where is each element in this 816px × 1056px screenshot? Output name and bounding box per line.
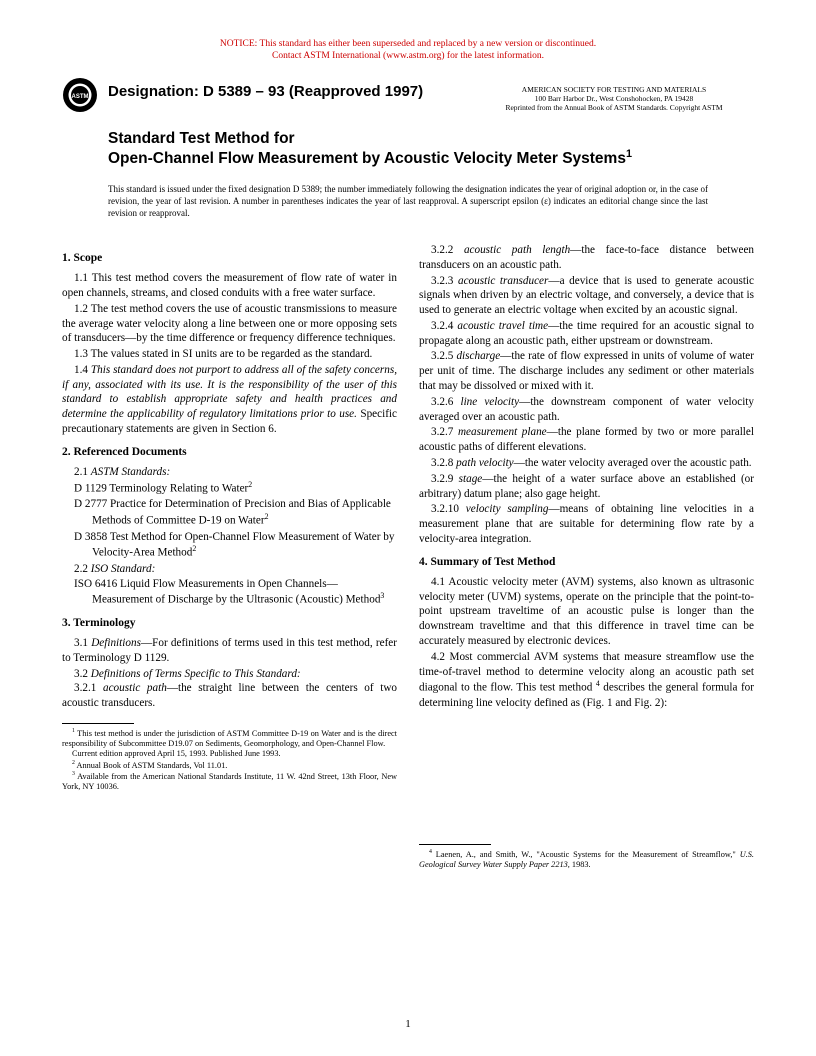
left-column: 1. Scope 1.1 This test method covers the… bbox=[62, 243, 397, 870]
footnote-separator-right bbox=[419, 844, 491, 845]
para-3-2: 3.2 Definitions of Terms Specific to Thi… bbox=[62, 667, 397, 682]
title-pre: Standard Test Method for bbox=[108, 129, 754, 148]
para-1-3: 1.3 The values stated in SI units are to… bbox=[62, 347, 397, 362]
para-3-2-5: 3.2.5 discharge—the rate of flow express… bbox=[419, 349, 754, 393]
right-column: 3.2.2 acoustic path length—the face-to-f… bbox=[419, 243, 754, 870]
para-2-2: 2.2 ISO Standard: bbox=[62, 562, 397, 577]
para-4-1: 4.1 Acoustic velocity meter (AVM) system… bbox=[419, 575, 754, 649]
para-2-1: 2.1 ASTM Standards: bbox=[62, 465, 397, 480]
para-3-2-4: 3.2.4 acoustic travel time—the time requ… bbox=[419, 319, 754, 349]
para-1-4: 1.4 This standard does not purport to ad… bbox=[62, 363, 397, 437]
society-addr: 100 Barr Harbor Dr., West Conshohocken, … bbox=[474, 94, 754, 103]
society-block: AMERICAN SOCIETY FOR TESTING AND MATERIA… bbox=[474, 77, 754, 112]
ref-d1129: D 1129 Terminology Relating to Water2 bbox=[62, 480, 397, 497]
section-2-head: 2. Referenced Documents bbox=[62, 445, 397, 460]
svg-text:ASTM: ASTM bbox=[72, 94, 89, 100]
ref-iso6416: ISO 6416 Liquid Flow Measurements in Ope… bbox=[62, 577, 397, 608]
para-3-1: 3.1 Definitions—For definitions of terms… bbox=[62, 636, 397, 666]
header-row: ASTM Designation: D 5389 – 93 (Reapprove… bbox=[62, 77, 754, 113]
footnote-1: 1 This test method is under the jurisdic… bbox=[62, 728, 397, 749]
designation-block: Designation: D 5389 – 93 (Reapproved 199… bbox=[108, 77, 464, 100]
ref-d2777: D 2777 Practice for Determination of Pre… bbox=[62, 497, 397, 528]
para-1-1: 1.1 This test method covers the measurem… bbox=[62, 271, 397, 301]
designation-text: Designation: D 5389 – 93 (Reapproved 199… bbox=[108, 77, 464, 100]
body-columns: 1. Scope 1.1 This test method covers the… bbox=[62, 243, 754, 870]
para-3-2-7: 3.2.7 measurement plane—the plane formed… bbox=[419, 425, 754, 455]
title-main: Open-Channel Flow Measurement by Acousti… bbox=[108, 148, 754, 169]
footnote-separator bbox=[62, 723, 134, 724]
para-1-2: 1.2 The test method covers the use of ac… bbox=[62, 302, 397, 346]
para-3-2-2: 3.2.2 acoustic path length—the face-to-f… bbox=[419, 243, 754, 273]
section-3-head: 3. Terminology bbox=[62, 616, 397, 631]
issued-note: This standard is issued under the fixed … bbox=[108, 183, 708, 219]
section-1-head: 1. Scope bbox=[62, 251, 397, 266]
society-name: AMERICAN SOCIETY FOR TESTING AND MATERIA… bbox=[474, 85, 754, 94]
ref-d3858: D 3858 Test Method for Open-Channel Flow… bbox=[62, 530, 397, 561]
para-3-2-6: 3.2.6 line velocity—the downstream compo… bbox=[419, 395, 754, 425]
section-4-head: 4. Summary of Test Method bbox=[419, 555, 754, 570]
astm-logo-icon: ASTM bbox=[62, 77, 98, 113]
para-3-2-8: 3.2.8 path velocity—the water velocity a… bbox=[419, 456, 754, 471]
footnote-4: 4 Laenen, A., and Smith, W., "Acoustic S… bbox=[419, 849, 754, 870]
footnote-2: 2 Annual Book of ASTM Standards, Vol 11.… bbox=[62, 760, 397, 771]
society-reprint: Reprinted from the Annual Book of ASTM S… bbox=[474, 103, 754, 112]
footnote-3: 3 Available from the American National S… bbox=[62, 771, 397, 792]
para-3-2-3: 3.2.3 acoustic transducer—a device that … bbox=[419, 274, 754, 318]
page-number: 1 bbox=[0, 1018, 816, 1030]
footnote-1b: Current edition approved April 15, 1993.… bbox=[62, 749, 397, 759]
para-4-2: 4.2 Most commercial AVM systems that mea… bbox=[419, 650, 754, 711]
title-block: Standard Test Method for Open-Channel Fl… bbox=[108, 129, 754, 169]
para-3-2-9: 3.2.9 stage—the height of a water surfac… bbox=[419, 472, 754, 502]
notice-line1: NOTICE: This standard has either been su… bbox=[220, 39, 596, 49]
notice-banner: NOTICE: This standard has either been su… bbox=[62, 38, 754, 63]
para-3-2-10: 3.2.10 velocity sampling—means of obtain… bbox=[419, 502, 754, 546]
para-3-2-1: 3.2.1 acoustic path—the straight line be… bbox=[62, 681, 397, 711]
notice-line2: Contact ASTM International (www.astm.org… bbox=[272, 51, 544, 61]
